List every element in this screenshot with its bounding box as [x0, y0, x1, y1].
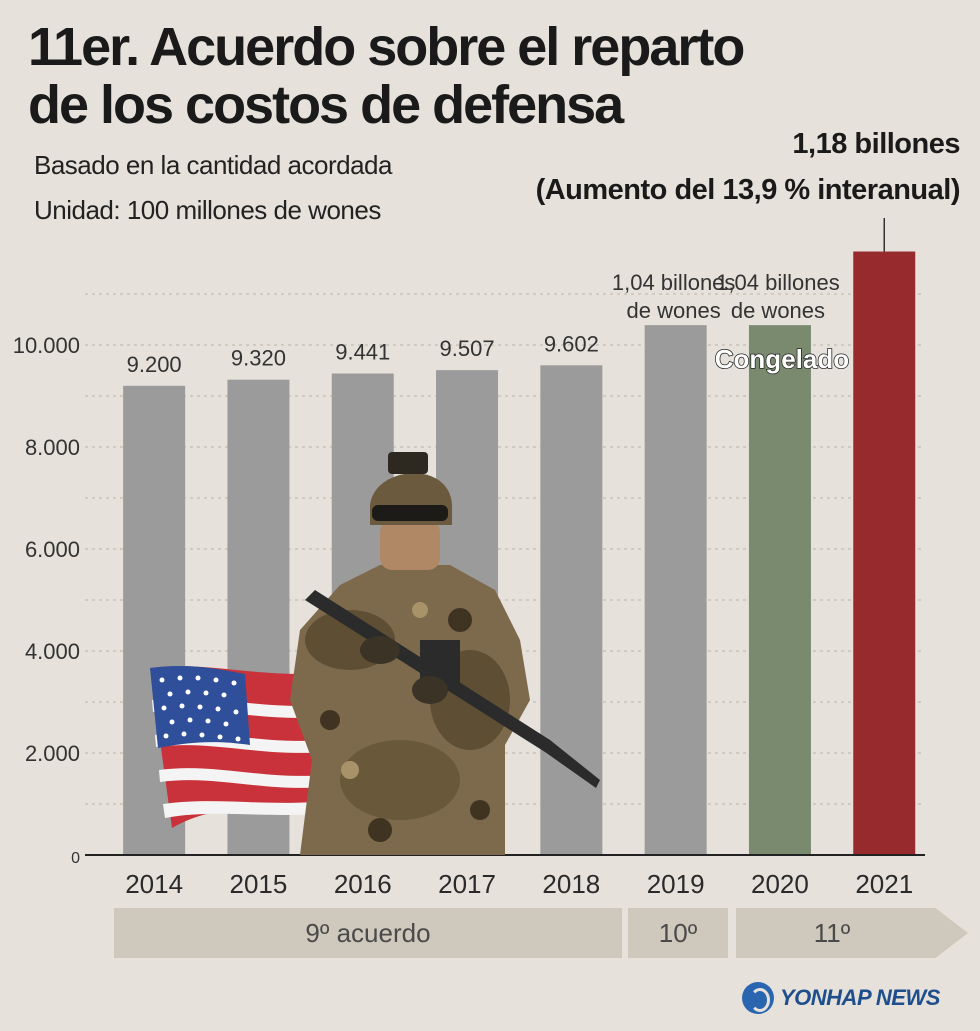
x-tick-label: 2019 [647, 869, 705, 899]
subtitle-basis: Basado en la cantidad acordada [34, 150, 392, 180]
title-line-1: 11er. Acuerdo sobre el reparto [28, 17, 745, 77]
callout-change: (Aumento del 13,9 % interanual) [535, 174, 961, 206]
callout-value: 1,18 billones [792, 128, 960, 160]
data-label-line1: 1,04 billones [716, 270, 840, 295]
yonhap-logo-icon [742, 982, 774, 1014]
x-tick-label: 2014 [125, 869, 183, 899]
bar-2018 [540, 365, 603, 855]
y-tick-label: 8.000 [25, 435, 80, 460]
x-tick-label: 2017 [438, 869, 496, 899]
y-tick-label: 10.000 [13, 333, 80, 358]
era-label: 10º [658, 917, 698, 948]
x-tick-label: 2016 [334, 869, 392, 899]
logo-text: YONHAP NEWS [780, 985, 940, 1010]
y-tick-label: 4.000 [25, 639, 80, 664]
yonhap-logo: YONHAP NEWS [742, 980, 940, 1016]
bar-2021 [853, 251, 916, 856]
subtitle-unit: Unidad: 100 millones de wones [34, 195, 381, 225]
era-band-10th: 10º [628, 908, 728, 958]
us-flag-image [150, 665, 338, 828]
frozen-annotation: Congelado [715, 344, 849, 374]
data-label: 9.320 [231, 346, 286, 371]
chart-title: 11er. Acuerdo sobre el reparto de los co… [28, 17, 745, 135]
era-label: 11º [813, 917, 851, 948]
y-tick-label: 0 [71, 850, 80, 867]
soldier-figure [290, 452, 600, 855]
era-label: 9º acuerdo [305, 917, 431, 948]
data-label: 9.200 [127, 352, 182, 377]
x-tick-label: 2021 [855, 869, 913, 899]
era-band-9th: 9º acuerdo [114, 908, 622, 958]
x-tick-label: 2015 [230, 869, 288, 899]
x-tick-label: 2020 [751, 869, 809, 899]
title-line-2: de los costos de defensa [28, 75, 624, 135]
data-label: 9.441 [335, 340, 390, 365]
data-label: 9.602 [544, 331, 599, 356]
y-tick-label: 6.000 [25, 537, 80, 562]
data-label-line1: 1,04 billones [612, 270, 736, 295]
bar-2019 [644, 325, 707, 855]
y-tick-label: 2.000 [25, 741, 80, 766]
era-band-11th: 11º [736, 908, 968, 958]
bar-2020 [748, 325, 811, 855]
data-label-line2: de wones [731, 298, 825, 323]
data-label-line2: de wones [627, 298, 721, 323]
x-tick-label: 2018 [542, 869, 600, 899]
data-label: 9.507 [440, 336, 495, 361]
